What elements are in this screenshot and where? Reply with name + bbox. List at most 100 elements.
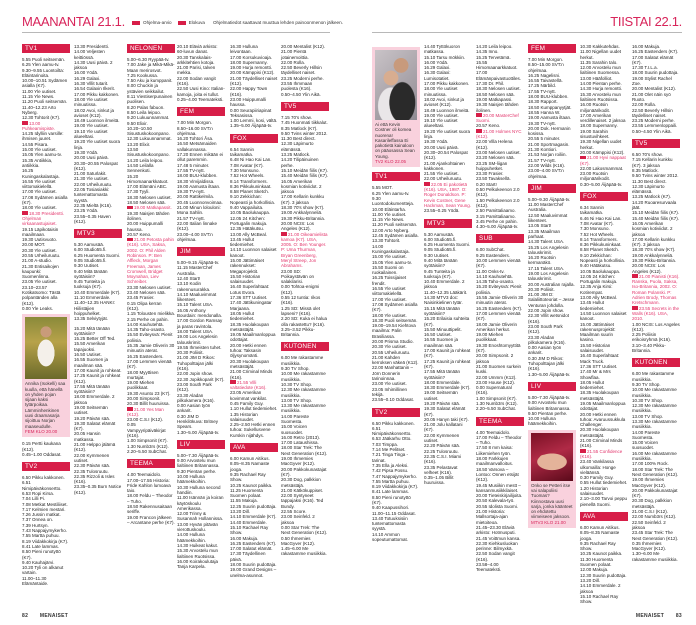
program-item[interactable]: 18.00 Yle uutiset. bbox=[372, 312, 407, 318]
program-item[interactable]: 7.15 70's show. bbox=[281, 114, 312, 120]
program-item[interactable]: 20.30 Tanskalais-arkkitehtien kotoja. bbox=[177, 54, 215, 65]
program-item[interactable]: 9.05 Studio55.fi. bbox=[74, 257, 107, 263]
program-item[interactable]: 19.00 Grand Designs – unelma-asunnot. bbox=[230, 567, 277, 578]
program-item[interactable]: 20.00 Huippumalli haussa. bbox=[127, 221, 164, 232]
program-item[interactable]: 10.30 Hulluna second handiin. bbox=[177, 484, 221, 495]
program-item[interactable]: 9.35 Rachael Ray Show. bbox=[230, 471, 266, 483]
program-item[interactable]: 4.00 Teemaidolo. bbox=[476, 429, 511, 435]
program-item[interactable]: 17.00 Kellarin kunkku (K7). 3 jaksoa bbox=[281, 194, 325, 205]
program-item[interactable]: 11.40–12.35 Lääkärit. bbox=[424, 289, 468, 295]
program-item[interactable]: 23.00 Huippumalli haussa. bbox=[230, 96, 267, 108]
program-item[interactable]: 15.10 Talent USA. bbox=[177, 302, 214, 308]
program-item[interactable]: 11.15 Yle News. bbox=[372, 217, 405, 223]
program-item[interactable]: 19.00–19.54 Kiehtova maailma: Palin Bras… bbox=[372, 323, 416, 339]
program-item[interactable]: 14.00 Hulluna häämekkoihin. bbox=[177, 532, 207, 543]
program-item[interactable]: 21.00 Helppo jälämä (K12). bbox=[74, 442, 116, 453]
program-item[interactable]: 0.20 Start! bbox=[476, 181, 497, 187]
program-item[interactable]: 18.30 Nelosen uutiset. bbox=[127, 194, 172, 200]
program-item[interactable]: 19.30 Salatut elämät (K7). bbox=[74, 420, 116, 432]
program-item[interactable]: 19.30 Yödä. bbox=[424, 139, 449, 145]
program-item[interactable]: 18.50 Nelosen sää. bbox=[476, 91, 515, 97]
program-item[interactable]: 16.40 Superlahtaat: Mack Truck. bbox=[580, 353, 620, 364]
program-item[interactable]: 22.00 Wilds (K16). bbox=[528, 162, 566, 168]
program-item[interactable]: 1.35–5.00 Äijäpää-tv. bbox=[230, 123, 273, 129]
program-item[interactable]: 20.05 Hanyn taki (K7). bbox=[424, 416, 469, 422]
program-item[interactable]: 1.45–6.00 Me rakastamme musiikkia. bbox=[281, 546, 327, 557]
program-item[interactable]: 21.00 JIM D Rikos: Tuhopolttajan jälki (… bbox=[177, 355, 216, 372]
program-item[interactable]: 19.00 Matkapassi. bbox=[476, 96, 513, 102]
program-item[interactable]: 10.00 Lemmen vienää (K7). bbox=[476, 257, 521, 269]
program-item[interactable]: 5.00–7.30 Äijäpää-tv. bbox=[528, 394, 571, 400]
program-item[interactable]: 19.30 Pikku-Britannia. bbox=[632, 257, 677, 263]
program-item[interactable]: 3.45 Perhe on pahin. bbox=[476, 218, 518, 224]
program-item[interactable]: 11.25 Huomenta Suomen polaat. bbox=[230, 487, 263, 499]
program-item[interactable]: 23.58–4.00 Teemateksti. bbox=[476, 562, 502, 573]
program-item[interactable]: 21.30 Yle uutiset. bbox=[74, 176, 109, 182]
program-item[interactable]: 1.25 SD: Missä olet lapseni? (K16). bbox=[281, 305, 321, 316]
program-item[interactable]: 15.40 Meidän fiilis (K7). bbox=[281, 173, 329, 179]
program-item[interactable]: 6.50 70's show. bbox=[632, 152, 663, 158]
program-item[interactable]: 1.15 Tolousten mielikka. bbox=[127, 311, 175, 317]
program-item[interactable]: 3.15 Pamittaliaamo. bbox=[476, 213, 516, 219]
program-item[interactable]: 15.10 Tarsu mökkiin. bbox=[424, 54, 466, 60]
program-item[interactable]: 0.35–1.05 Billit huuruissa. bbox=[424, 475, 454, 486]
program-item[interactable]: 18.05 Hullut tiedemiehet. bbox=[230, 310, 255, 322]
program-item[interactable]: 0.00 Yle Leaks. bbox=[22, 305, 53, 311]
program-item[interactable]: 21.30 Kontiori. bbox=[528, 147, 558, 153]
program-item[interactable]: 15.10 Rachael Ray Show. bbox=[230, 524, 269, 536]
program-item[interactable]: 8.58 Planet Sketch. bbox=[230, 189, 270, 195]
program-item[interactable]: 22.35 Rizzoli & Isles (K16). bbox=[74, 473, 115, 485]
program-item[interactable]: 0.00 Supernatural (K16). bbox=[476, 385, 512, 396]
program-item[interactable]: 12.00 Arvostelu mun lialtiinen Suomessa. bbox=[580, 65, 622, 76]
program-item[interactable]: 19.30 Naisjen tähden ilolinen. bbox=[127, 210, 170, 221]
program-item[interactable]: 18.05 Hullut tiedemiehet. bbox=[580, 379, 605, 391]
program-item[interactable]: 20.30 Dog, palkkion metsästäjä. bbox=[632, 498, 672, 509]
program-item[interactable]: 20.00 Uusi päivä. bbox=[424, 144, 459, 150]
program-item[interactable]: 16.25 Kuningaskalastaja. bbox=[22, 168, 60, 179]
program-item[interactable]: 1.10 Hullut tiedemiehet. bbox=[230, 406, 278, 412]
program-item[interactable]: 18.00 Supernanny. bbox=[230, 59, 268, 65]
program-item[interactable]: 20.00 Kämppisi (K12). bbox=[230, 70, 275, 76]
program-item[interactable]: 17.00 Elämänpaivastuottiles. bbox=[476, 70, 522, 81]
program-item[interactable]: 18.55 Hanna W. bbox=[528, 109, 561, 115]
program-item[interactable]: 20.00 Kämppisi (K12). bbox=[580, 149, 625, 155]
program-item[interactable]: 1.35 Historian salaisuudet. bbox=[230, 411, 258, 422]
program-item[interactable]: 8.05–8.35 Namaste jooga. bbox=[580, 530, 620, 541]
program-item[interactable]: 13.00 TV Shop. bbox=[632, 413, 664, 419]
program-item[interactable]: 23.55–0.35 Haven (K12). bbox=[74, 213, 111, 224]
program-item[interactable]: 18.30 Nelosen uutiset. bbox=[476, 86, 521, 92]
program-item[interactable]: 13.00 Ally McBeal. bbox=[580, 295, 618, 301]
program-item[interactable]: 18.30 Rapport. bbox=[528, 99, 558, 105]
program-item[interactable]: 23.50 Tavaksellä. bbox=[476, 176, 511, 182]
program-item[interactable]: 6.53 Jääkarhu Otto. bbox=[372, 436, 412, 442]
program-item[interactable]: 13.00 TV Shop. bbox=[281, 397, 313, 403]
program-item[interactable]: 18.00 Suurin pudottaja. bbox=[632, 70, 679, 76]
program-item[interactable]: 14.50 Luonnon salaiset kanoot. bbox=[580, 310, 627, 322]
program-item[interactable]: 20.30–20.54 Palospat (K12). bbox=[424, 149, 468, 161]
program-item[interactable]: 18.49 Luonnon ilmeitä. bbox=[424, 107, 470, 113]
program-item[interactable]: 16.25 Eastenders (K7). bbox=[476, 305, 523, 311]
program-item[interactable]: 20.10 Eläviä arkisto: 60-luvun danat. bbox=[177, 44, 218, 55]
program-item[interactable]: 16.00 Yödä. bbox=[74, 70, 99, 76]
program-item[interactable]: 11.00 Onks-tv. bbox=[476, 268, 505, 274]
program-item[interactable]: 7.00 Jake ja Mikä-Mikä-Maan merirosvot. bbox=[127, 62, 175, 73]
program-item[interactable]: 16.20 Ruotsin kermanäkö. bbox=[528, 255, 556, 266]
program-item[interactable]: 14.00 Kuningaskalastaja. bbox=[372, 243, 410, 254]
program-item[interactable]: 15.20 Erilaisia suhteita (K7). bbox=[424, 316, 470, 327]
program-item[interactable]: 22.00 Kymmenen uutiset. bbox=[424, 432, 460, 444]
program-item[interactable]: 19.30 Enoshtomyyttitä (K7). bbox=[476, 342, 521, 354]
program-item[interactable]: 19.30 TV-nytt. bbox=[528, 120, 556, 126]
program-item[interactable]: 14.35 Taho-osasto. bbox=[127, 327, 166, 333]
program-item[interactable]: 17.20 Ennen mikään ei ollut paremmin. bbox=[177, 152, 224, 163]
program-item[interactable]: 17.00 Lataushissa. bbox=[281, 440, 319, 446]
program-item[interactable]: 19.45 Musiikin mestt – kansanmusiikkilai… bbox=[476, 482, 521, 493]
program-item[interactable]: 20.00 NCIS: Los Angeles (K12). bbox=[632, 263, 666, 274]
program-item[interactable]: 9.45 Tunteita ja tuoksuja (K7). bbox=[424, 268, 455, 279]
program-item[interactable]: 15.50 Historian salaisuudet. bbox=[230, 273, 261, 285]
program-item[interactable]: 10.20–10.50 Sisustuskokoonpano. bbox=[127, 125, 170, 137]
program-item[interactable]: 0.50 Ihmemies MacGyver (K12). bbox=[281, 535, 316, 546]
program-item[interactable]: 19.15 Läpikotaisin maailmaan. bbox=[22, 226, 59, 237]
program-item[interactable]: 14.10 Ammon sopeutumattomat. bbox=[372, 531, 409, 543]
program-item[interactable]: 16.25 Eastenders (K7). bbox=[632, 49, 679, 55]
program-item[interactable]: 21.00 Kahden kerroksen väkeä (K12). bbox=[372, 354, 419, 366]
